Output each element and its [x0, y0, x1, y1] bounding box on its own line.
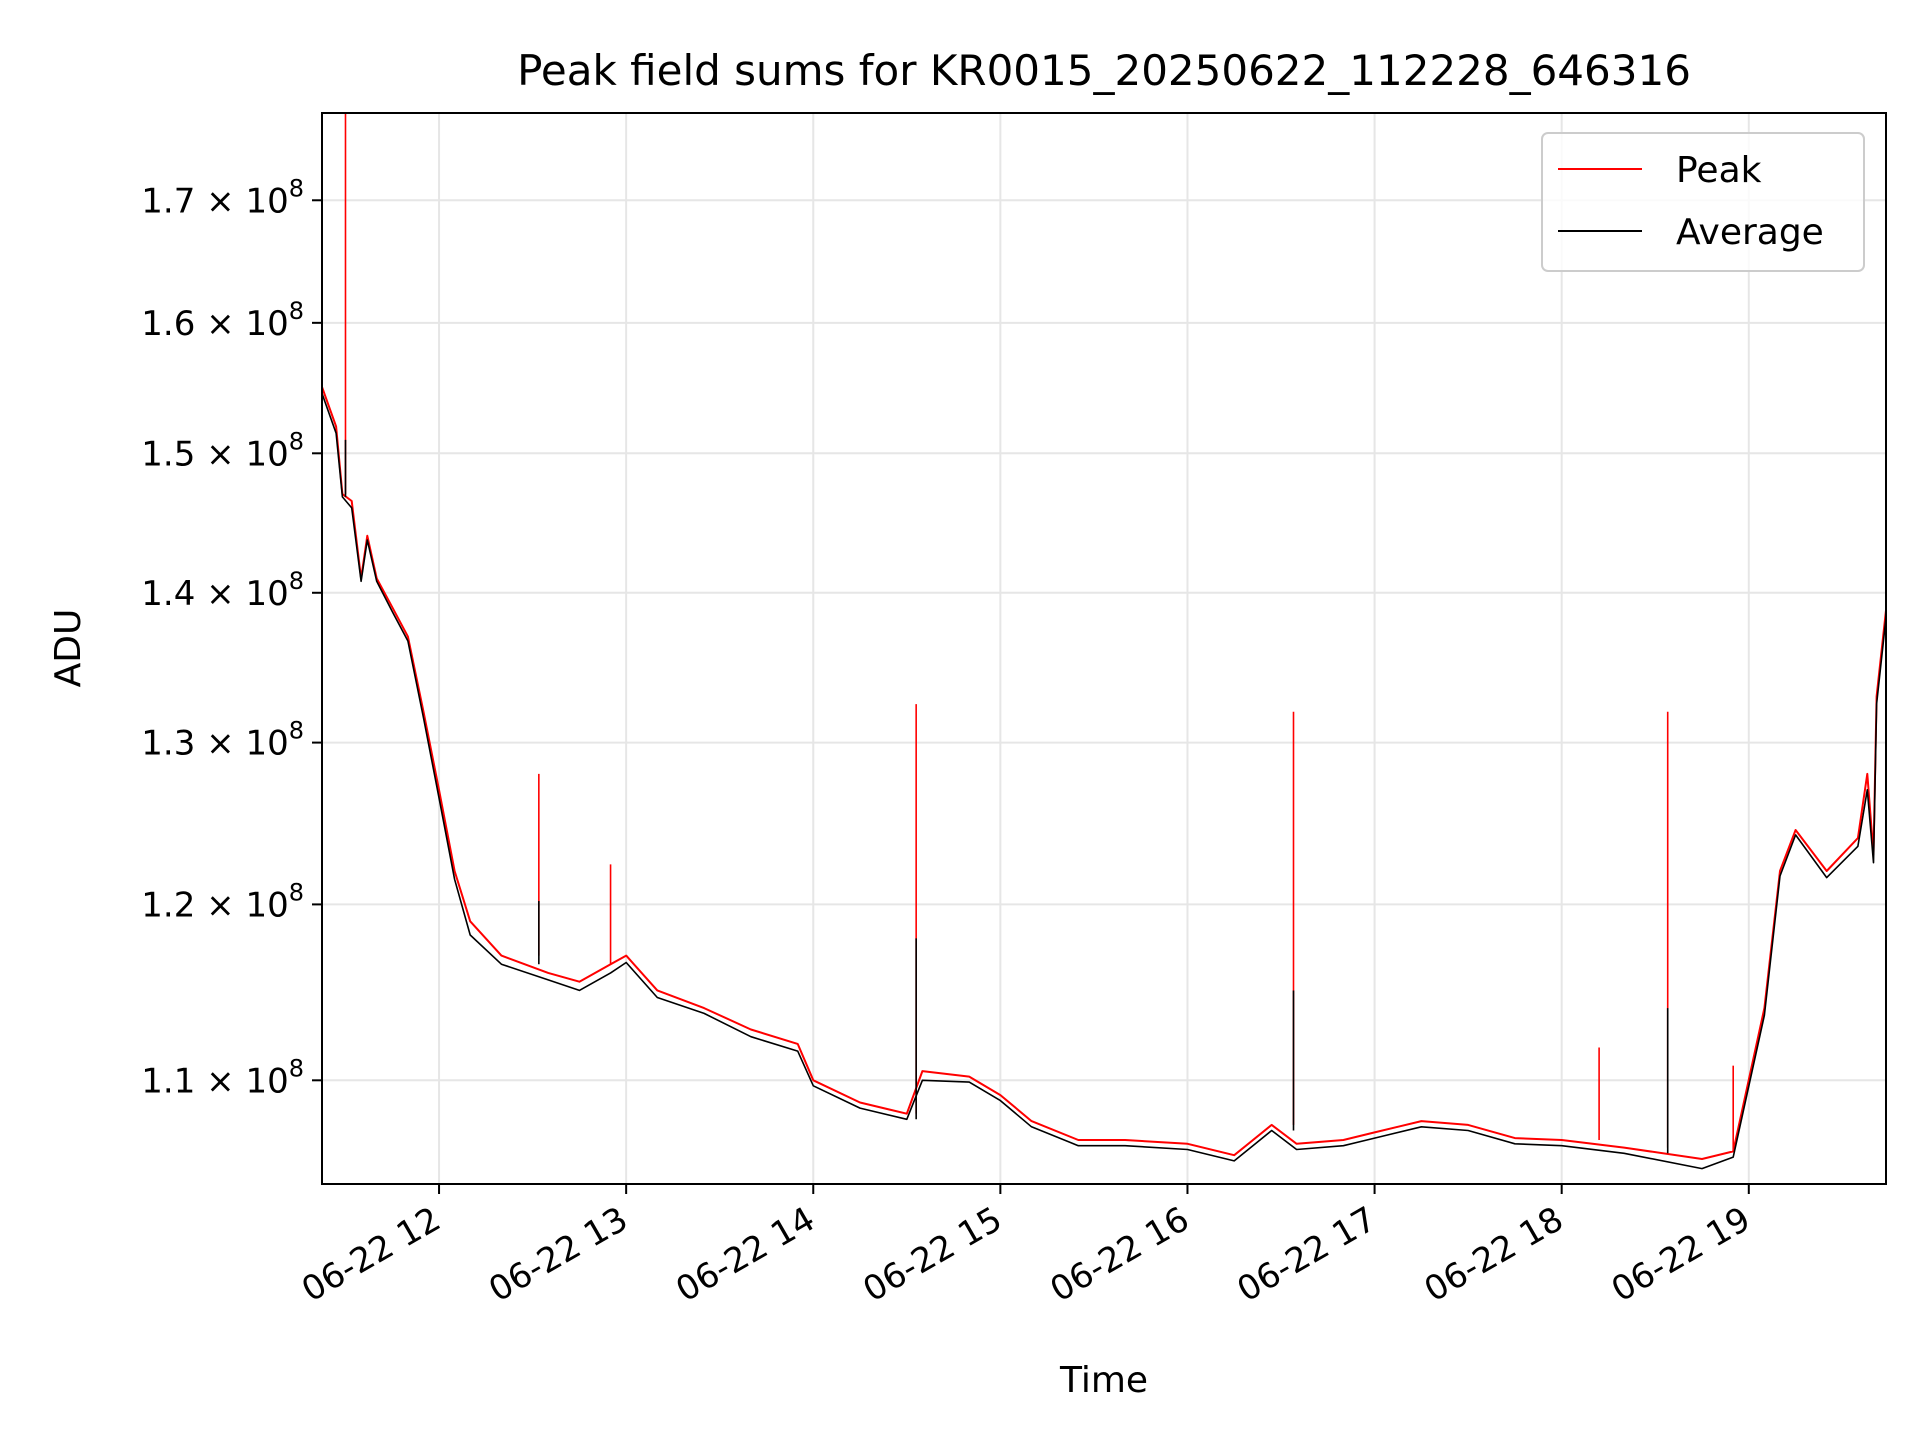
y-tick-label: 1.4 × 108 — [141, 567, 304, 614]
y-axis-title: ADU — [48, 609, 89, 688]
y-tick-label: 1.2 × 108 — [141, 878, 304, 925]
chart-title: Peak field sums for KR0015_20250622_1122… — [517, 46, 1691, 95]
legend-box — [1541, 132, 1865, 272]
plot-frame — [321, 112, 1887, 1185]
series-line-average — [322, 393, 1886, 1170]
y-tick-label: 1.5 × 108 — [141, 427, 304, 474]
series-average — [322, 393, 1886, 1170]
x-axis-title: Time — [1059, 1360, 1148, 1401]
y-tick-label: 1.6 × 108 — [141, 297, 304, 344]
legend: Peak Average — [1541, 132, 1865, 272]
legend-label-average: Average — [1676, 212, 1824, 253]
y-tick-label: 1.7 × 108 — [141, 174, 304, 221]
series-layer — [322, 113, 1886, 1170]
y-axis-ticks: 1.1 × 108 1.2 × 108 1.3 × 108 1.4 × 108 1.5 … — [141, 174, 322, 1101]
y-tick-label: 1.1 × 108 — [141, 1054, 304, 1101]
grid-lines — [322, 113, 1886, 1184]
y-tick-label: 1.3 × 108 — [141, 717, 304, 764]
series-line-peak — [322, 386, 1886, 1160]
legend-label-peak: Peak — [1676, 150, 1762, 191]
